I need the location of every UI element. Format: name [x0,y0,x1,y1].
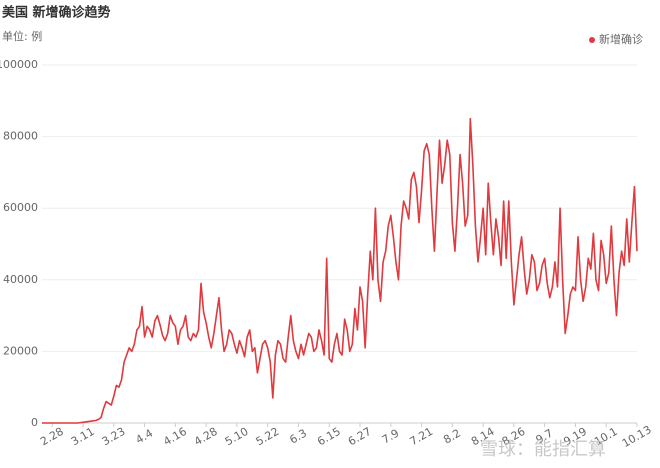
y-tick-label: 100000 [0,58,38,71]
legend-marker [589,37,595,43]
x-tick-label: 6.15 [315,425,343,449]
x-tick-label: 3.11 [69,425,97,449]
x-tick-label: 8.2 [441,427,463,447]
y-tick-label: 20000 [3,344,38,357]
y-tick-label: 80000 [3,130,38,143]
chart-title: 美国 新增确诊趋势 [2,5,111,21]
x-tick-label: 5.10 [223,425,251,449]
y-tick-label: 0 [31,416,38,429]
x-tick-label: 10.13 [620,423,654,450]
x-tick-label: 6.27 [346,425,374,449]
line-series [42,117,638,424]
x-tick-label: 5.22 [254,425,282,449]
x-tick-label: 7.9 [380,427,402,447]
y-tick-label: 60000 [3,201,38,214]
x-tick-label: 4.28 [192,425,220,449]
chart-subtitle: 单位: 例 [2,29,42,43]
x-tick-label: 6.3 [287,427,309,447]
legend-label: 新增确诊 [599,32,643,46]
x-tick-label: 7.21 [407,425,435,449]
watermark: 雪球：能指汇算 [480,439,606,460]
x-tick-label: 4.16 [161,425,189,449]
x-tick-label: 3.23 [100,425,128,449]
x-tick-label: 4.4 [134,427,156,447]
y-tick-label: 40000 [3,273,38,286]
x-tick-label: 2.28 [38,425,66,449]
